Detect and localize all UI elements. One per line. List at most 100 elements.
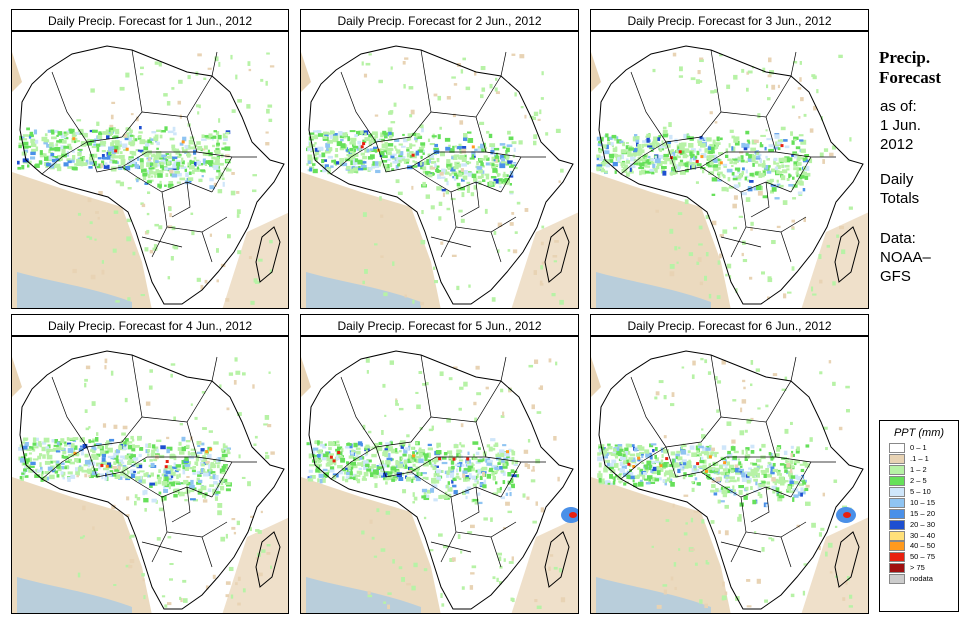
precip-cell [691,452,697,457]
precip-cell [461,586,465,590]
precip-cell [313,130,319,133]
precip-cell [767,296,770,300]
precip-cell [112,466,117,470]
precip-cell [55,450,61,453]
ocean-dry-area [591,357,601,397]
precip-cell [762,67,766,73]
precip-cell [712,484,716,489]
country-border [340,376,377,448]
precip-cell [167,183,174,188]
precip-cell [207,488,212,493]
precip-cell [778,495,785,499]
precip-cell [705,252,709,257]
precip-cell [500,452,505,458]
precip-cell [716,380,722,384]
precip-cell [158,225,163,230]
precip-cell [802,157,806,162]
precip-cell [341,162,348,167]
precip-cell [347,136,350,142]
precip-cell [788,490,795,494]
precip-cell [416,404,421,410]
precip-cell [230,594,234,599]
precip-cell [389,148,394,151]
precip-cell [738,490,743,495]
precip-cell [687,464,693,469]
precip-cell [690,517,694,523]
precip-cell [786,159,790,163]
precip-cell [401,145,406,148]
country-border [490,536,502,568]
precip-cell [208,467,212,472]
heavy-rain-spot [125,147,129,151]
precip-cell [378,161,382,167]
precip-cell [408,443,411,448]
precip-cell [651,146,655,150]
precip-cell [122,466,128,471]
precip-cell [141,164,144,168]
precip-cell [136,497,141,501]
precip-cell [493,159,498,162]
precip-cell [191,230,195,236]
precip-cell [50,152,55,157]
precip-cell [506,144,513,148]
precip-cell [621,164,624,168]
precip-cell [374,133,378,139]
precip-cell [184,464,191,467]
precip-cell [242,588,246,593]
precip-cell [92,129,98,133]
precip-cell [176,166,180,171]
precip-cell [330,165,334,168]
legend-item: .1 – 1 [889,454,958,465]
precip-cell [800,492,803,497]
precip-cell [93,160,97,166]
precip-cell [164,126,168,131]
precip-cell [414,133,420,138]
precip-cell [598,448,602,453]
precip-cell [770,453,773,456]
ocean-dry-area [301,357,311,397]
heavy-rain-spot [471,145,475,149]
precip-cell [615,454,619,459]
precip-cell [189,160,195,165]
precip-cell [502,444,507,447]
precip-cell [532,466,535,470]
precip-cell [495,152,499,158]
country-border [440,226,457,258]
precip-cell [645,135,650,138]
precip-cell [153,155,160,160]
precip-cell [657,470,661,476]
precip-cell [746,454,750,459]
precip-cell [131,140,136,145]
precip-cell [793,161,799,167]
precip-cell [52,156,58,159]
precip-cell [139,447,144,451]
precip-cell [475,365,480,370]
precip-cell [793,494,799,498]
precip-cell [449,558,455,562]
precip-cell [743,495,748,500]
precip-cell [67,476,71,482]
precip-cell [126,132,130,137]
precip-cell [657,143,661,147]
precip-cell [144,153,150,157]
precip-cell [753,139,759,144]
precip-cell [138,453,142,458]
precip-cell [37,455,42,460]
precip-cell [663,472,667,477]
precip-cell [778,157,784,162]
precip-cell [385,460,391,465]
precip-cell [741,68,745,73]
precip-cell [30,138,35,144]
precip-cell [705,148,711,153]
precip-cell [767,277,773,283]
precip-cell [691,374,695,379]
precip-cell [50,129,55,133]
precip-cell [84,473,88,478]
precip-cell [390,466,397,471]
precip-cell [180,166,187,169]
precip-cell [733,479,737,483]
precip-cell [204,495,207,499]
precip-cell [214,160,218,165]
panel-title-3: Daily Precip. Forecast for 3 Jun., 2012 [590,9,869,31]
precip-cell [143,595,146,600]
